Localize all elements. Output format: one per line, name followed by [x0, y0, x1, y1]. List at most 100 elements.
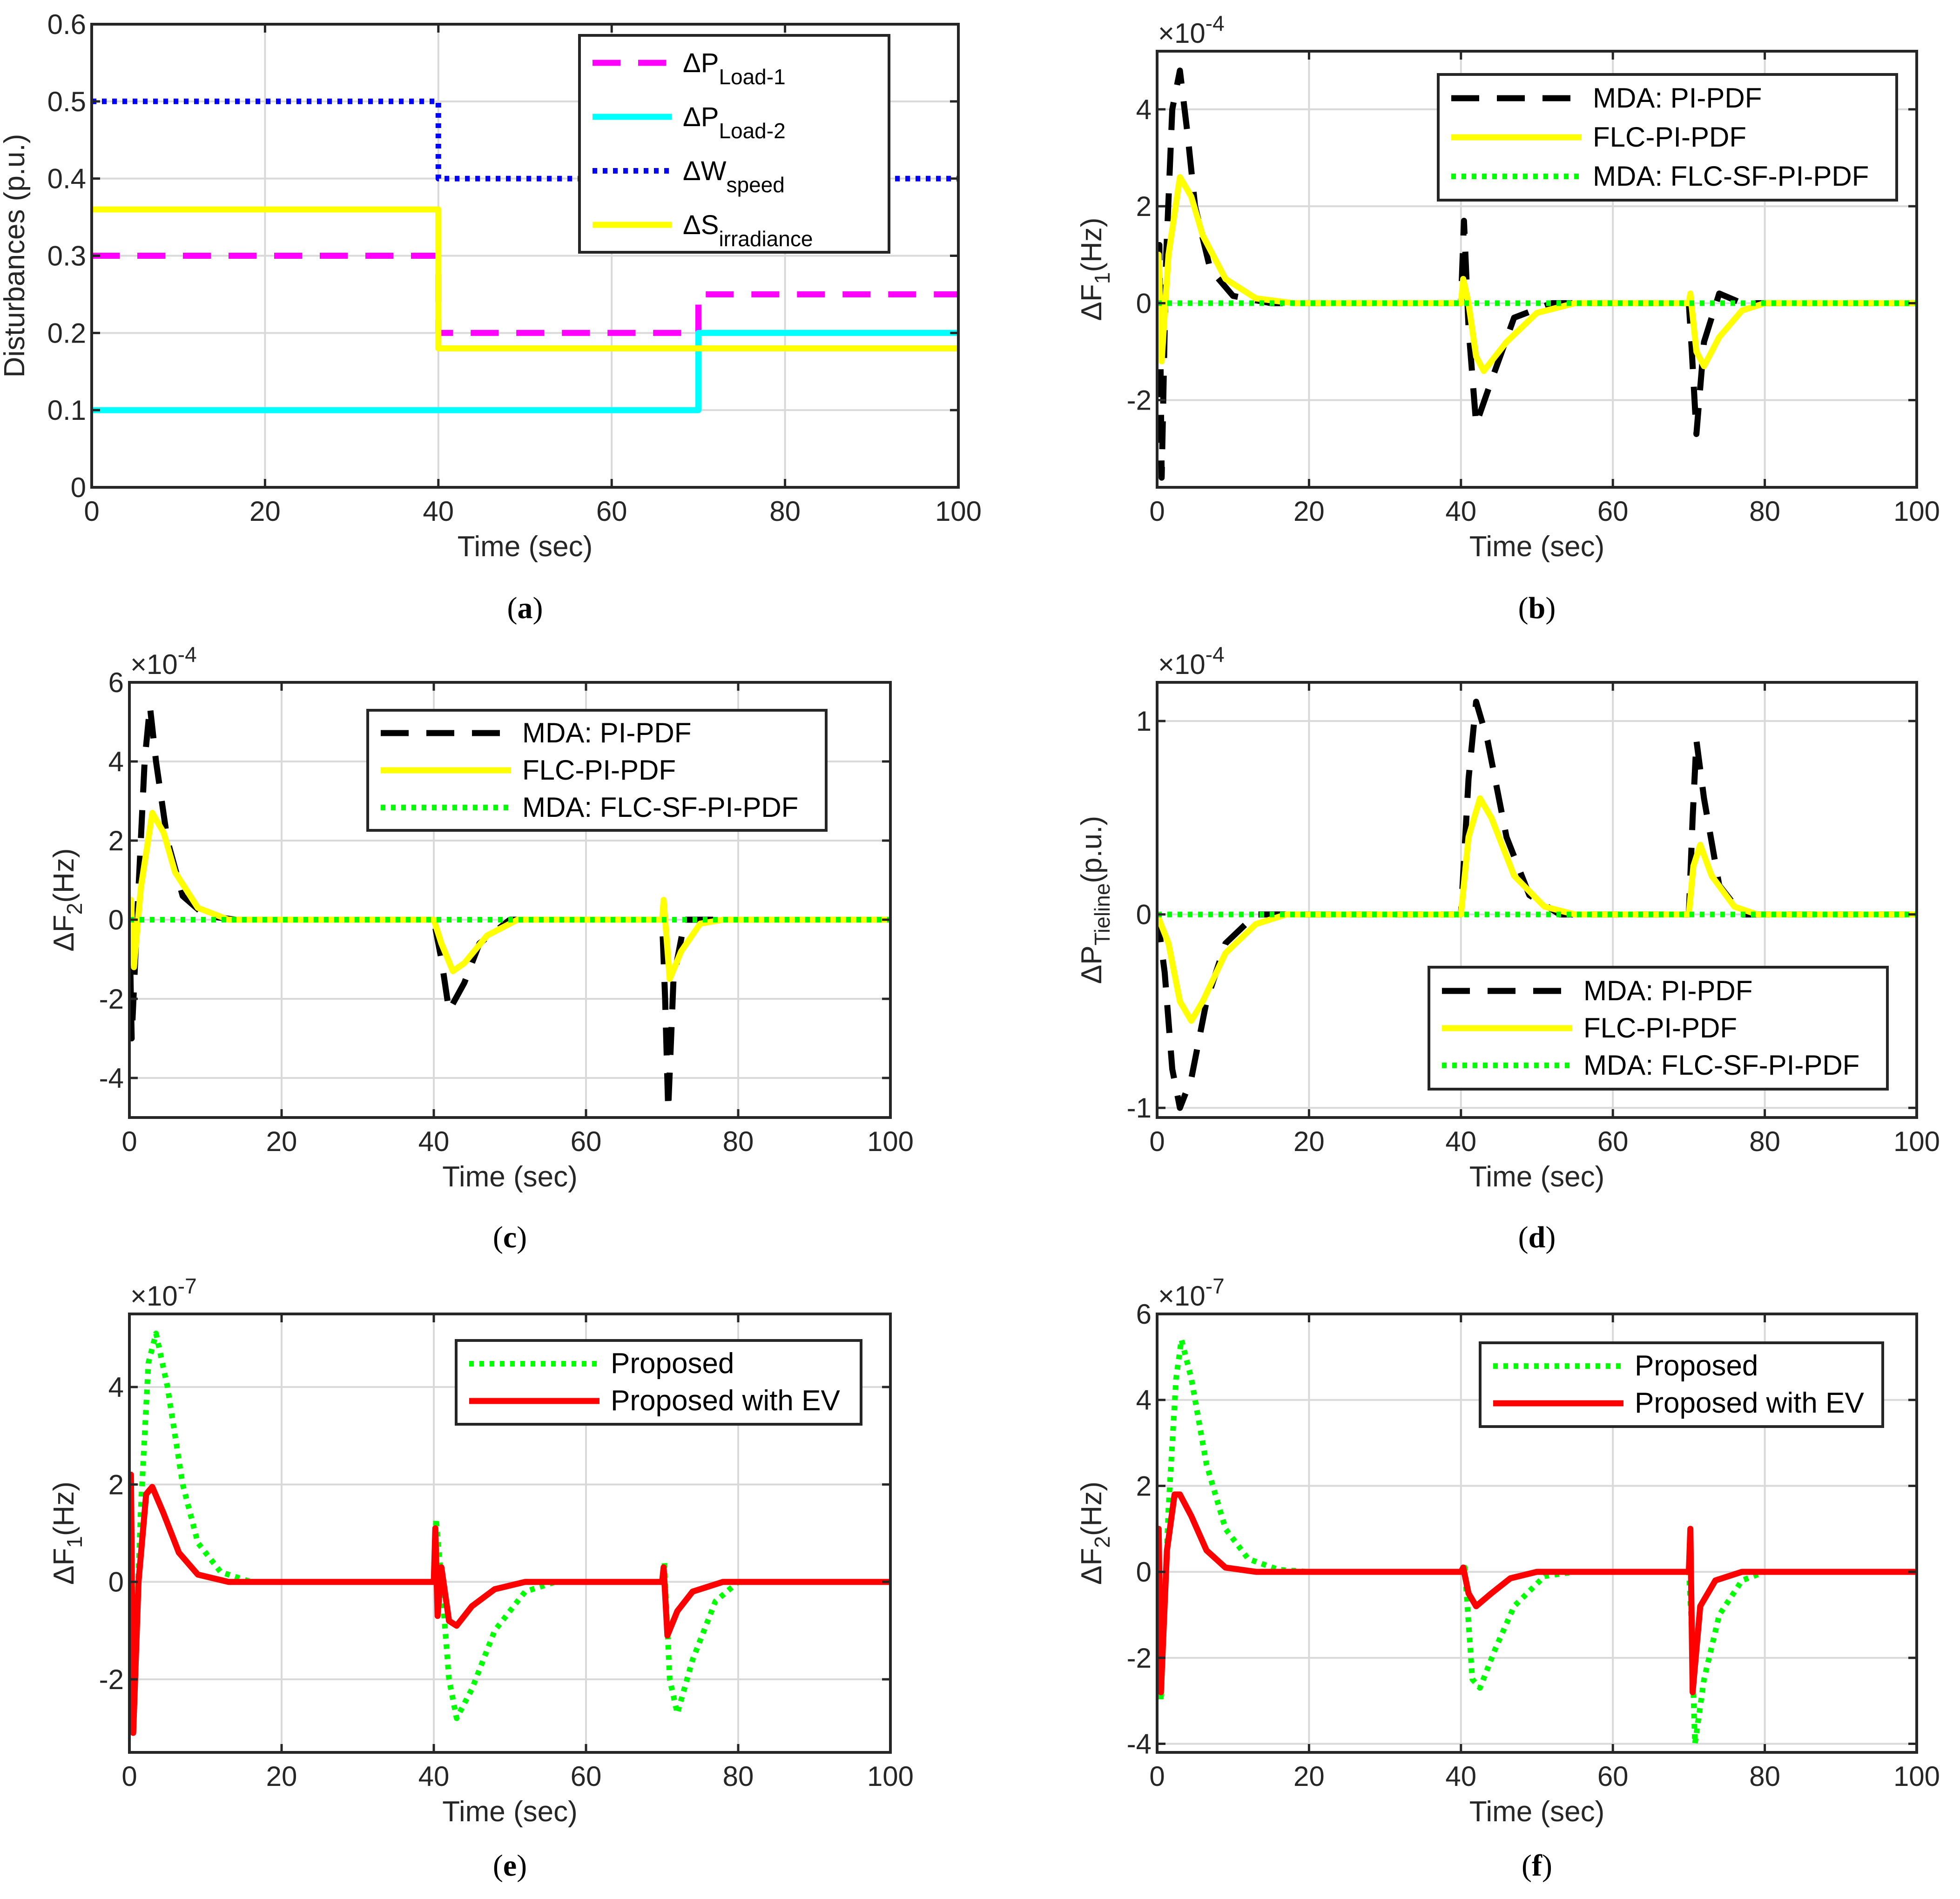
x-tick-label: 60	[1597, 1126, 1629, 1157]
legend: Proposed Proposed with EV	[455, 1339, 862, 1426]
chart-panel-f: 0 20 40 60 80 100 -4 -2 0 2 4 6×10-7 Time (sec) ΔF2(H…	[1076, 1274, 1940, 1883]
legend-label: MDA: PI-PDF	[522, 717, 691, 748]
x-tick-label: 80	[723, 1761, 754, 1792]
x-axis-label: Time (sec)	[442, 1161, 577, 1193]
x-tick-label: 20	[249, 496, 281, 527]
series-line-c-1	[129, 810, 890, 982]
panel-caption: (e)	[493, 1849, 527, 1883]
x-tick-label: 20	[1293, 1761, 1325, 1792]
x-tick-label: 0	[84, 496, 99, 527]
x-tick-label: 100	[1893, 1761, 1940, 1792]
x-axis-label: Time (sec)	[1469, 1161, 1604, 1193]
series-line-e-1	[129, 1471, 890, 1736]
legend-box	[578, 34, 890, 254]
legend-label: ΔPLoad-2	[683, 102, 786, 143]
y-tick-label: 1	[1136, 706, 1152, 737]
y-axis-label: ΔF2(Hz)	[1076, 1481, 1114, 1585]
series-line-a-3	[92, 206, 958, 351]
y-tick-label: 0.6	[47, 9, 86, 40]
x-tick-label: 100	[1893, 496, 1940, 527]
x-tick-label: 80	[1749, 1126, 1780, 1157]
axis-exponent-label: ×10-4	[1158, 11, 1225, 49]
legend-label: Proposed with EV	[1635, 1387, 1864, 1419]
panel-caption: (b)	[1518, 591, 1556, 625]
panel-caption: (f)	[1522, 1849, 1552, 1883]
y-tick-label: 0.2	[47, 317, 86, 349]
x-axis-label: Time (sec)	[1469, 531, 1604, 563]
y-tick-label: 4	[1136, 1385, 1152, 1416]
series-line-b-1	[1157, 174, 1917, 374]
x-tick-label: 40	[418, 1126, 450, 1157]
x-tick-label: 0	[121, 1126, 137, 1157]
series-line-e-0	[129, 1330, 890, 1721]
x-tick-label: 40	[1445, 1761, 1476, 1792]
x-tick-label: 80	[769, 496, 801, 527]
panel-caption: (d)	[1518, 1220, 1556, 1254]
y-tick-label: 6	[108, 667, 124, 698]
x-tick-label: 20	[266, 1126, 297, 1157]
legend-label: Proposed	[1635, 1350, 1758, 1382]
y-tick-label: 4	[1136, 94, 1152, 125]
y-tick-label: 6	[1136, 1299, 1152, 1330]
panel-caption: (c)	[493, 1220, 527, 1254]
y-tick-label: 0	[1136, 1556, 1152, 1588]
x-tick-label: 20	[1293, 1126, 1325, 1157]
x-tick-label: 60	[1597, 496, 1629, 527]
y-tick-label: 2	[108, 1469, 124, 1500]
legend-label: FLC-PI-PDF	[1593, 121, 1746, 153]
x-tick-label: 60	[596, 496, 627, 527]
y-tick-label: -1	[1127, 1092, 1152, 1124]
x-tick-label: 60	[1597, 1761, 1629, 1792]
x-tick-label: 20	[1293, 496, 1325, 527]
legend-label: MDA: FLC-SF-PI-PDF	[1593, 161, 1869, 192]
y-tick-label: 4	[108, 746, 124, 777]
y-tick-label: 0.1	[47, 395, 86, 426]
y-axis-label: ΔF1(Hz)	[1076, 218, 1114, 321]
x-axis-label: Time (sec)	[458, 531, 593, 563]
y-tick-label: 0.5	[47, 86, 86, 117]
chart-panel-e: 0 20 40 60 80 100 -2 0 2 4 ×10-7 Time (sec) ΔF1(Hz) P…	[48, 1274, 914, 1883]
axes-box	[1156, 681, 1918, 1119]
x-axis-label: Time (sec)	[1469, 1796, 1604, 1828]
chart-panel-a: 0 20 40 60 80 100 0 0.1 0.2 0.3 0.4 0.5 0.6 Time (sec…	[0, 9, 982, 625]
y-tick-label: 0.4	[47, 163, 86, 195]
legend-label: MDA: FLC-SF-PI-PDF	[1583, 1050, 1859, 1081]
x-tick-label: 20	[266, 1761, 297, 1792]
axis-exponent-label: ×10-7	[130, 1274, 197, 1312]
axes-box	[128, 681, 892, 1119]
y-axis-label: ΔF1(Hz)	[48, 1481, 87, 1585]
series-line-d-0	[1157, 699, 1917, 1111]
legend: Proposed Proposed with EV	[1479, 1341, 1884, 1428]
y-tick-label: 0	[1136, 288, 1152, 319]
x-tick-label: 60	[571, 1126, 602, 1157]
x-tick-label: 40	[1445, 496, 1476, 527]
series-line-c-0	[129, 703, 890, 1113]
y-tick-label: 2	[1136, 191, 1152, 222]
series-line-d-1	[1157, 795, 1917, 1024]
y-tick-label: -2	[1127, 1643, 1152, 1674]
y-axis-label: ΔF2(Hz)	[48, 848, 87, 952]
y-tick-label: 0	[108, 1567, 124, 1598]
legend-box	[455, 1339, 862, 1426]
y-axis-label: Disturbances (p.u.)	[0, 134, 31, 378]
chart-panel-c: 0 20 40 60 80 100 -4 -2 0 2 4 6×10-4 Time (sec) ΔF2(H…	[48, 642, 914, 1254]
axis-exponent-label: ×10-7	[1158, 1274, 1225, 1312]
series-line-f-0	[1157, 1337, 1917, 1747]
legend: ΔPLoad-1 ΔPLoad-2 ΔWspeed ΔSirradiance	[578, 34, 890, 254]
legend-label: Proposed	[611, 1347, 734, 1380]
y-tick-label: 2	[108, 825, 124, 856]
series-line-a-1	[92, 330, 958, 413]
legend: MDA: PI-PDF FLC-PI-PDF MDA: FLC-SF-PI-PDF	[366, 709, 828, 832]
x-tick-label: 80	[723, 1126, 754, 1157]
x-tick-label: 40	[1445, 1126, 1476, 1157]
x-tick-label: 0	[1149, 496, 1165, 527]
series-line-a-0	[92, 253, 958, 336]
legend-label: Proposed with EV	[611, 1385, 840, 1417]
y-tick-label: -2	[1127, 385, 1152, 416]
x-tick-label: 60	[571, 1761, 602, 1792]
x-tick-label: 40	[418, 1761, 450, 1792]
legend-label: MDA: PI-PDF	[1593, 82, 1762, 114]
x-tick-label: 100	[1893, 1126, 1940, 1157]
